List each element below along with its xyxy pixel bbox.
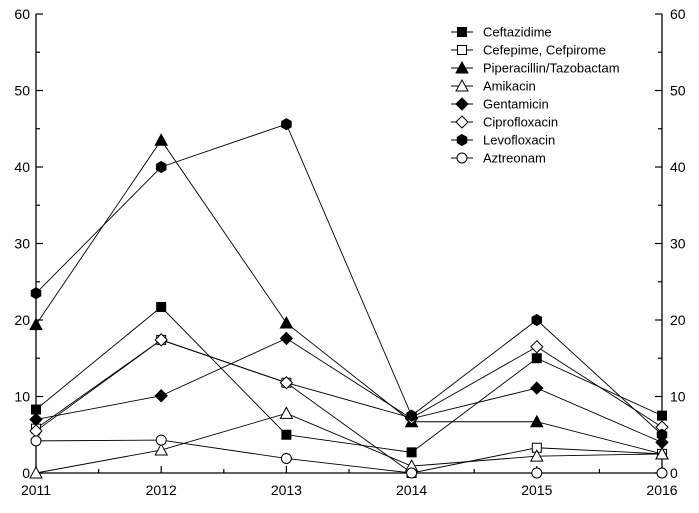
- data-point: [529, 449, 544, 462]
- legend-label: Aztreonam: [483, 151, 546, 166]
- data-point: [279, 331, 294, 346]
- legend-marker: [455, 115, 469, 129]
- series-piperacillin-tazobactam: [29, 133, 669, 460]
- legend-marker: [455, 60, 469, 74]
- y-tick-label-left: 30: [14, 236, 30, 252]
- x-tick-label: 2016: [646, 482, 677, 498]
- legend-item: Levofloxacin: [451, 133, 555, 148]
- legend-label: Amikacin: [483, 79, 536, 94]
- y-tick-label-right: 0: [670, 465, 678, 481]
- legend-marker: [456, 133, 468, 147]
- data-point: [280, 452, 292, 464]
- data-point: [531, 467, 543, 479]
- series-line: [35, 337, 663, 443]
- data-point: [406, 467, 418, 479]
- y-tick-label-right: 20: [670, 312, 686, 328]
- y-tick-label-right: 50: [670, 83, 686, 99]
- legend-label: Levofloxacin: [483, 133, 555, 148]
- data-point: [30, 287, 42, 300]
- x-tick-label: 2015: [521, 482, 552, 498]
- x-tick-label: 2013: [271, 482, 302, 498]
- y-tick-label-left: 50: [14, 83, 30, 99]
- legend-marker: [456, 152, 468, 164]
- data-point: [406, 409, 417, 422]
- legend-item: Gentamicin: [451, 97, 549, 112]
- data-point: [531, 353, 542, 364]
- legend-marker: [457, 27, 467, 37]
- series-ceftazidime: [31, 301, 667, 458]
- data-point: [30, 435, 42, 447]
- y-tick-label-right: 40: [670, 159, 686, 175]
- data-point: [154, 443, 169, 456]
- series-amikacin: [29, 406, 669, 479]
- legend-label: Ciprofloxacin: [483, 115, 558, 130]
- x-tick-label: 2014: [396, 482, 427, 498]
- y-tick-label-left: 0: [22, 465, 30, 481]
- data-point: [279, 316, 294, 329]
- series-line: [35, 139, 663, 455]
- y-tick-label-right: 30: [670, 236, 686, 252]
- legend-item: Amikacin: [451, 79, 536, 94]
- data-point: [156, 301, 167, 312]
- x-tick-label: 2012: [146, 482, 177, 498]
- legend-item: Piperacillin/Tazobactam: [451, 61, 620, 76]
- y-tick-label-left: 20: [14, 312, 30, 328]
- series-gentamicin: [29, 331, 669, 450]
- data-point: [531, 313, 543, 327]
- series-line: [35, 339, 663, 474]
- legend-marker: [455, 97, 469, 111]
- series-line: [35, 439, 662, 474]
- data-point: [281, 429, 292, 440]
- data-point: [656, 467, 668, 479]
- data-point: [154, 133, 169, 146]
- legend-label: Cefepime, Cefpirome: [483, 43, 606, 58]
- data-point: [529, 414, 544, 428]
- axes: 0 0 10 10 20 20 30 30 40 40 50 50 60 60 2011 2012 2013 20…: [14, 6, 685, 498]
- data-point: [155, 160, 167, 174]
- legend: Ceftazidime Cefepime, Cefpirome Piperacill…: [451, 25, 620, 166]
- series-group: [29, 118, 669, 479]
- legend-marker: [455, 78, 469, 92]
- data-point: [406, 447, 417, 458]
- series-line: [35, 412, 663, 474]
- data-point: [530, 381, 544, 395]
- y-tick-label-left: 60: [14, 6, 30, 22]
- data-point: [279, 376, 294, 390]
- data-point: [29, 317, 43, 331]
- series-line: [35, 339, 663, 432]
- data-point: [155, 434, 167, 446]
- data-point: [154, 333, 168, 347]
- series-ciprofloxacin: [29, 333, 669, 438]
- data-point: [279, 406, 294, 419]
- legend-label: Piperacillin/Tazobactam: [483, 61, 620, 76]
- y-tick-label-right: 10: [670, 389, 686, 405]
- legend-item: Ciprofloxacin: [451, 115, 558, 130]
- series-levofloxacin: [30, 118, 668, 441]
- x-tick-label: 2011: [21, 482, 51, 498]
- data-point: [154, 389, 168, 403]
- legend-marker: [457, 45, 467, 55]
- legend-item: Cefepime, Cefpirome: [451, 43, 606, 58]
- data-point: [29, 465, 43, 479]
- legend-label: Gentamicin: [483, 97, 549, 112]
- y-tick-label-left: 40: [14, 159, 30, 175]
- data-point: [655, 446, 669, 460]
- series-aztreonam: [30, 434, 668, 479]
- data-point: [656, 428, 668, 441]
- data-point: [281, 118, 292, 131]
- y-tick-label-right: 60: [670, 6, 686, 22]
- legend-item: Aztreonam: [451, 151, 546, 166]
- data-point: [31, 404, 41, 415]
- data-point: [655, 435, 669, 450]
- series-line: [35, 306, 663, 453]
- y-tick-label-left: 10: [14, 389, 30, 405]
- legend-item: Ceftazidime: [451, 25, 552, 40]
- data-point: [530, 340, 544, 354]
- series-line: [35, 123, 663, 436]
- legend-label: Ceftazidime: [483, 25, 552, 40]
- data-point: [657, 410, 667, 421]
